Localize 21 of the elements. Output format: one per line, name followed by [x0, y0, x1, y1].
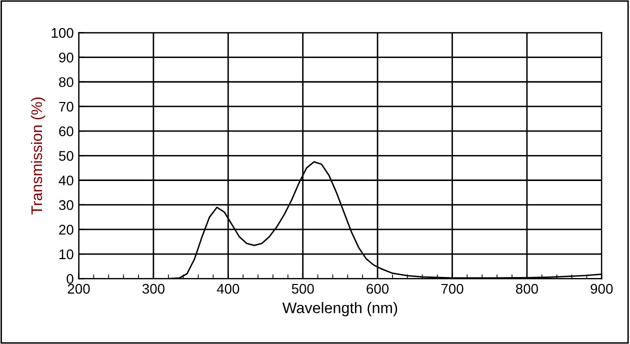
y-axis-title: Transmission (%)	[30, 97, 46, 214]
x-tick-label: 700	[441, 284, 464, 294]
x-tick-label: 200	[68, 284, 90, 294]
x-tick-label: 800	[516, 284, 538, 294]
x-tick-label: 300	[142, 284, 164, 294]
y-tick-label: 80	[59, 77, 74, 88]
y-tick-label: 0	[66, 274, 74, 284]
y-tick-label: 40	[58, 176, 74, 186]
y-tick-label: 20	[59, 224, 74, 235]
y-tick-label: 70	[59, 102, 74, 112]
x-tick-label: 900	[590, 284, 613, 294]
x-axis-title: Wavelength (nm)	[282, 302, 398, 316]
y-tick-label: 60	[59, 126, 74, 136]
y-tick-label: 100	[52, 28, 74, 38]
x-tick-label: 600	[366, 284, 389, 294]
y-tick-label: 50	[58, 150, 74, 161]
y-tick-label: 10	[60, 249, 74, 260]
y-tick-label: 30	[58, 200, 74, 210]
x-tick-label: 400	[216, 284, 240, 294]
x-tick-label: 500	[292, 284, 314, 294]
y-tick-label: 90	[59, 52, 74, 62]
